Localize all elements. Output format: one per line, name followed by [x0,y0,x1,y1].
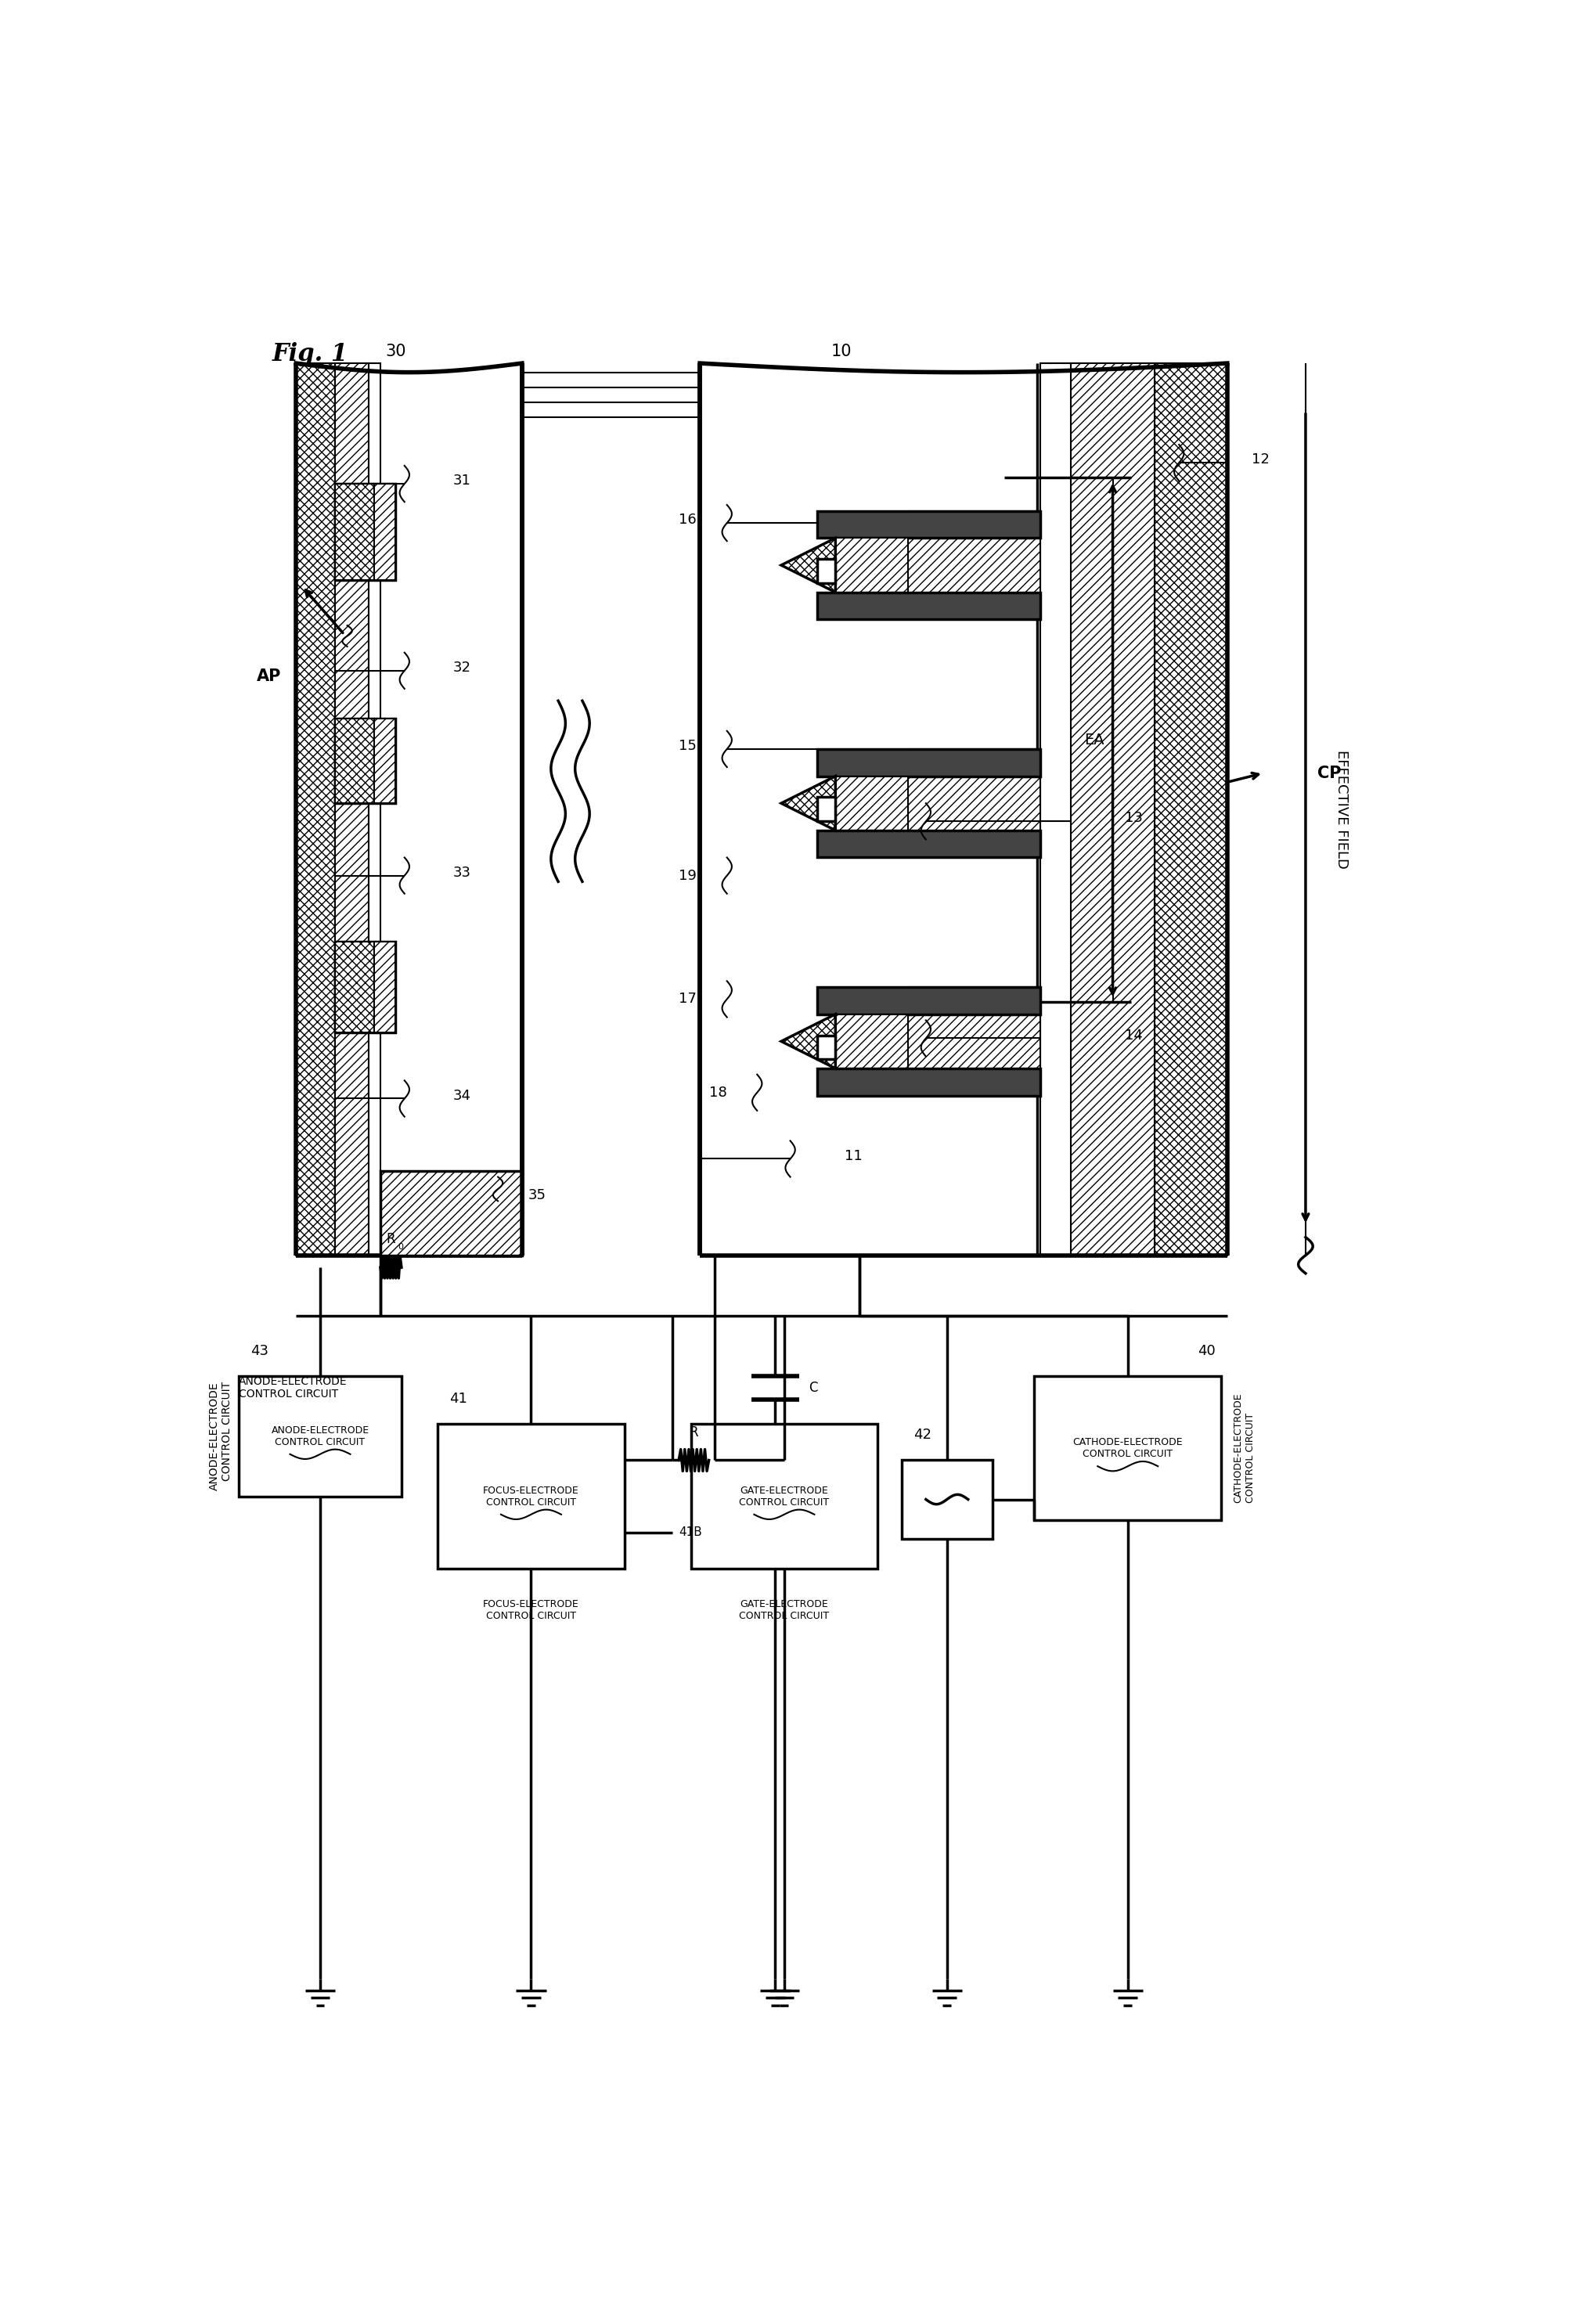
Bar [437,1425,624,1569]
Text: 12: 12 [1251,453,1270,467]
Text: 41: 41 [450,1392,467,1406]
Text: FOCUS-ELECTRODE
CONTROL CIRCUIT: FOCUS-ELECTRODE CONTROL CIRCUIT [483,1485,578,1508]
Bar [907,988,1041,1095]
Bar [1041,363,1071,1255]
Bar [817,560,836,583]
Text: R: R [690,1425,699,1439]
Text: CATHODE-ELECTRODE
CONTROL CIRCUIT: CATHODE-ELECTRODE CONTROL CIRCUIT [1233,1392,1255,1504]
Bar [335,483,396,581]
Bar [836,539,907,593]
Bar [335,483,375,581]
Polygon shape [782,1013,836,1069]
Bar [907,511,1041,621]
Text: 18: 18 [709,1085,726,1099]
Text: 10: 10 [831,344,852,358]
Text: CP: CP [1317,765,1341,781]
Text: 19: 19 [679,869,698,883]
Bar [836,776,907,830]
Text: 33: 33 [453,865,470,878]
Text: ANODE-ELECTRODE
CONTROL CIRCUIT: ANODE-ELECTRODE CONTROL CIRCUIT [272,1425,369,1448]
Text: ANODE-ELECTRODE
CONTROL CIRCUIT: ANODE-ELECTRODE CONTROL CIRCUIT [210,1383,232,1490]
Text: 41A: 41A [679,1455,702,1466]
Text: 11: 11 [845,1148,863,1162]
Text: AP: AP [256,669,281,686]
Bar [901,1459,992,1538]
Bar [817,1034,836,1060]
Bar [1155,363,1227,1255]
Text: 15: 15 [679,739,698,753]
Bar [1034,1376,1222,1520]
Text: R: R [386,1232,396,1246]
Bar [335,363,369,1255]
Bar [817,593,1041,621]
Text: 31: 31 [453,474,470,488]
Text: C: C [809,1380,817,1394]
Text: ANODE-ELECTRODE
CONTROL CIRCUIT: ANODE-ELECTRODE CONTROL CIRCUIT [238,1376,348,1399]
Text: 16: 16 [679,514,698,528]
Bar [817,988,1041,1013]
Text: 32: 32 [453,660,470,674]
Bar [335,941,375,1032]
Text: EFFECTIVE FIELD: EFFECTIVE FIELD [1335,751,1349,869]
Text: FOCUS-ELECTRODE
CONTROL CIRCUIT: FOCUS-ELECTRODE CONTROL CIRCUIT [483,1599,578,1620]
Bar [817,797,836,820]
Text: 35: 35 [528,1188,547,1202]
Text: 30: 30 [385,344,405,358]
Text: EA: EA [1085,732,1104,748]
Bar [907,748,1041,858]
Bar [296,363,335,1255]
Bar [335,941,396,1032]
Bar [1071,363,1155,1255]
Bar [817,830,1041,858]
Text: 40: 40 [1198,1343,1216,1357]
Bar [335,718,375,804]
Bar [335,718,396,804]
Bar [691,1425,877,1569]
Bar [369,363,380,1255]
Text: 34: 34 [453,1088,470,1102]
Text: GATE-ELECTRODE
CONTROL CIRCUIT: GATE-ELECTRODE CONTROL CIRCUIT [739,1599,829,1620]
Text: 42: 42 [914,1427,931,1443]
Bar [375,483,396,581]
Bar [380,1171,523,1255]
Text: GATE-ELECTRODE
CONTROL CIRCUIT: GATE-ELECTRODE CONTROL CIRCUIT [739,1485,829,1508]
Bar [375,941,396,1032]
Text: 43: 43 [251,1343,269,1357]
Text: 41B: 41B [679,1527,702,1538]
Text: 14: 14 [1125,1027,1142,1043]
Polygon shape [782,539,836,593]
Text: CATHODE-ELECTRODE
CONTROL CIRCUIT: CATHODE-ELECTRODE CONTROL CIRCUIT [1073,1436,1182,1459]
Bar [817,511,1041,539]
Polygon shape [782,776,836,830]
Bar [238,1376,402,1497]
Text: Fig. 1: Fig. 1 [272,342,348,367]
Bar [817,748,1041,776]
Text: 17: 17 [679,992,698,1006]
Bar [836,1013,907,1069]
Text: 0: 0 [397,1243,404,1250]
Text: 13: 13 [1125,811,1142,825]
Bar [817,1069,1041,1095]
Bar [375,718,396,804]
